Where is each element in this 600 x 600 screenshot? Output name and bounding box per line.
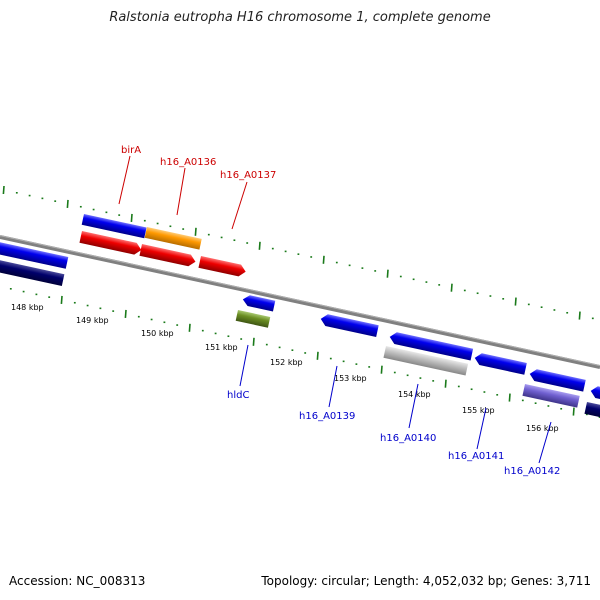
top-gene-labels: birA h16_A0136 h16_A0137 [118, 145, 276, 230]
leader-line [476, 407, 487, 450]
gene-h16_A0140[interactable] [383, 346, 469, 376]
gene-left-navy[interactable] [0, 259, 65, 286]
kbp-labels: 148 kbp 149 kbp 150 kbp 151 kbp 152 kbp … [11, 303, 559, 433]
gene-h16_A0139[interactable] [319, 313, 379, 337]
gene-red-2[interactable] [139, 244, 196, 268]
gene-red-1[interactable] [79, 231, 142, 256]
major-tick [572, 407, 575, 416]
major-tick [194, 227, 197, 236]
gene-label-h16_A0142[interactable]: h16_A0142 [504, 466, 560, 477]
major-tick [66, 199, 69, 209]
gene-hldC-blue[interactable] [242, 294, 276, 312]
gene-label-h16_A0139[interactable]: h16_A0139 [299, 411, 355, 422]
genome-backbone-highlight [0, 235, 600, 367]
major-tick [386, 269, 389, 278]
gene-label-h16_A0141[interactable]: h16_A0141 [448, 451, 504, 462]
leader-line [239, 344, 249, 387]
gene-left-blue[interactable] [0, 241, 69, 269]
kbp-label: 148 kbp [11, 303, 44, 312]
kbp-label: 153 kbp [334, 374, 367, 383]
accession-text: Accession: NC_008313 [9, 574, 146, 588]
major-tick [444, 379, 447, 388]
gene-birA[interactable] [81, 214, 147, 239]
major-tick [2, 185, 5, 195]
leader-line [328, 365, 338, 408]
gene-label-h16_A0136[interactable]: h16_A0136 [160, 157, 216, 168]
major-tick [60, 295, 63, 305]
major-tick [130, 213, 133, 222]
major-tick [258, 241, 261, 250]
gene-label-h16_A0140[interactable]: h16_A0140 [380, 433, 436, 444]
gene-h16_A0136[interactable] [144, 227, 202, 250]
major-tick [450, 283, 453, 292]
kbp-label: 154 kbp [398, 390, 431, 399]
leader-line [408, 383, 419, 429]
major-tick [380, 365, 383, 374]
major-tick [514, 297, 517, 306]
gene-h16_A0137[interactable] [198, 256, 246, 278]
gene-label-birA[interactable]: birA [121, 145, 141, 156]
gene-h16_A0142[interactable] [522, 384, 580, 408]
kbp-label: 155 kbp [462, 406, 495, 415]
kbp-label: 151 kbp [205, 343, 238, 352]
topology-text: Topology: circular; Length: 4,052,032 bp… [261, 574, 591, 588]
gene-right-blue[interactable] [589, 385, 600, 401]
gene-label-hldC[interactable]: hldC [227, 390, 249, 401]
genome-backbone [0, 235, 600, 369]
map-title: Ralstonia eutropha H16 chromosome 1, com… [109, 10, 491, 25]
kbp-label: 150 kbp [141, 329, 174, 338]
gene-hldC[interactable] [235, 310, 271, 328]
leader-line [176, 167, 186, 216]
gene-h16_A0142-blue[interactable] [528, 368, 586, 392]
gene-h16_A0141[interactable] [473, 352, 527, 375]
major-tick [322, 255, 325, 264]
gene-right-navy[interactable] [584, 402, 600, 418]
outer-tick-ring [2, 185, 594, 320]
gene-label-h16_A0137[interactable]: h16_A0137 [220, 170, 276, 181]
kbp-label: 149 kbp [76, 316, 109, 325]
leader-line [118, 155, 131, 205]
major-tick [188, 323, 191, 332]
bottom-gene-labels: hldC h16_A0139 h16_A0140 h16_A0141 h16_A… [227, 344, 560, 477]
kbp-label: 156 kbp [526, 424, 559, 433]
major-tick [252, 337, 255, 346]
gene-h16_A0140-blue[interactable] [388, 331, 474, 361]
major-tick [508, 393, 511, 402]
leader-line [538, 421, 552, 464]
major-tick [316, 351, 319, 360]
major-tick [578, 311, 581, 320]
leader-line [231, 181, 248, 230]
major-tick [124, 309, 127, 318]
kbp-label: 152 kbp [270, 358, 303, 367]
